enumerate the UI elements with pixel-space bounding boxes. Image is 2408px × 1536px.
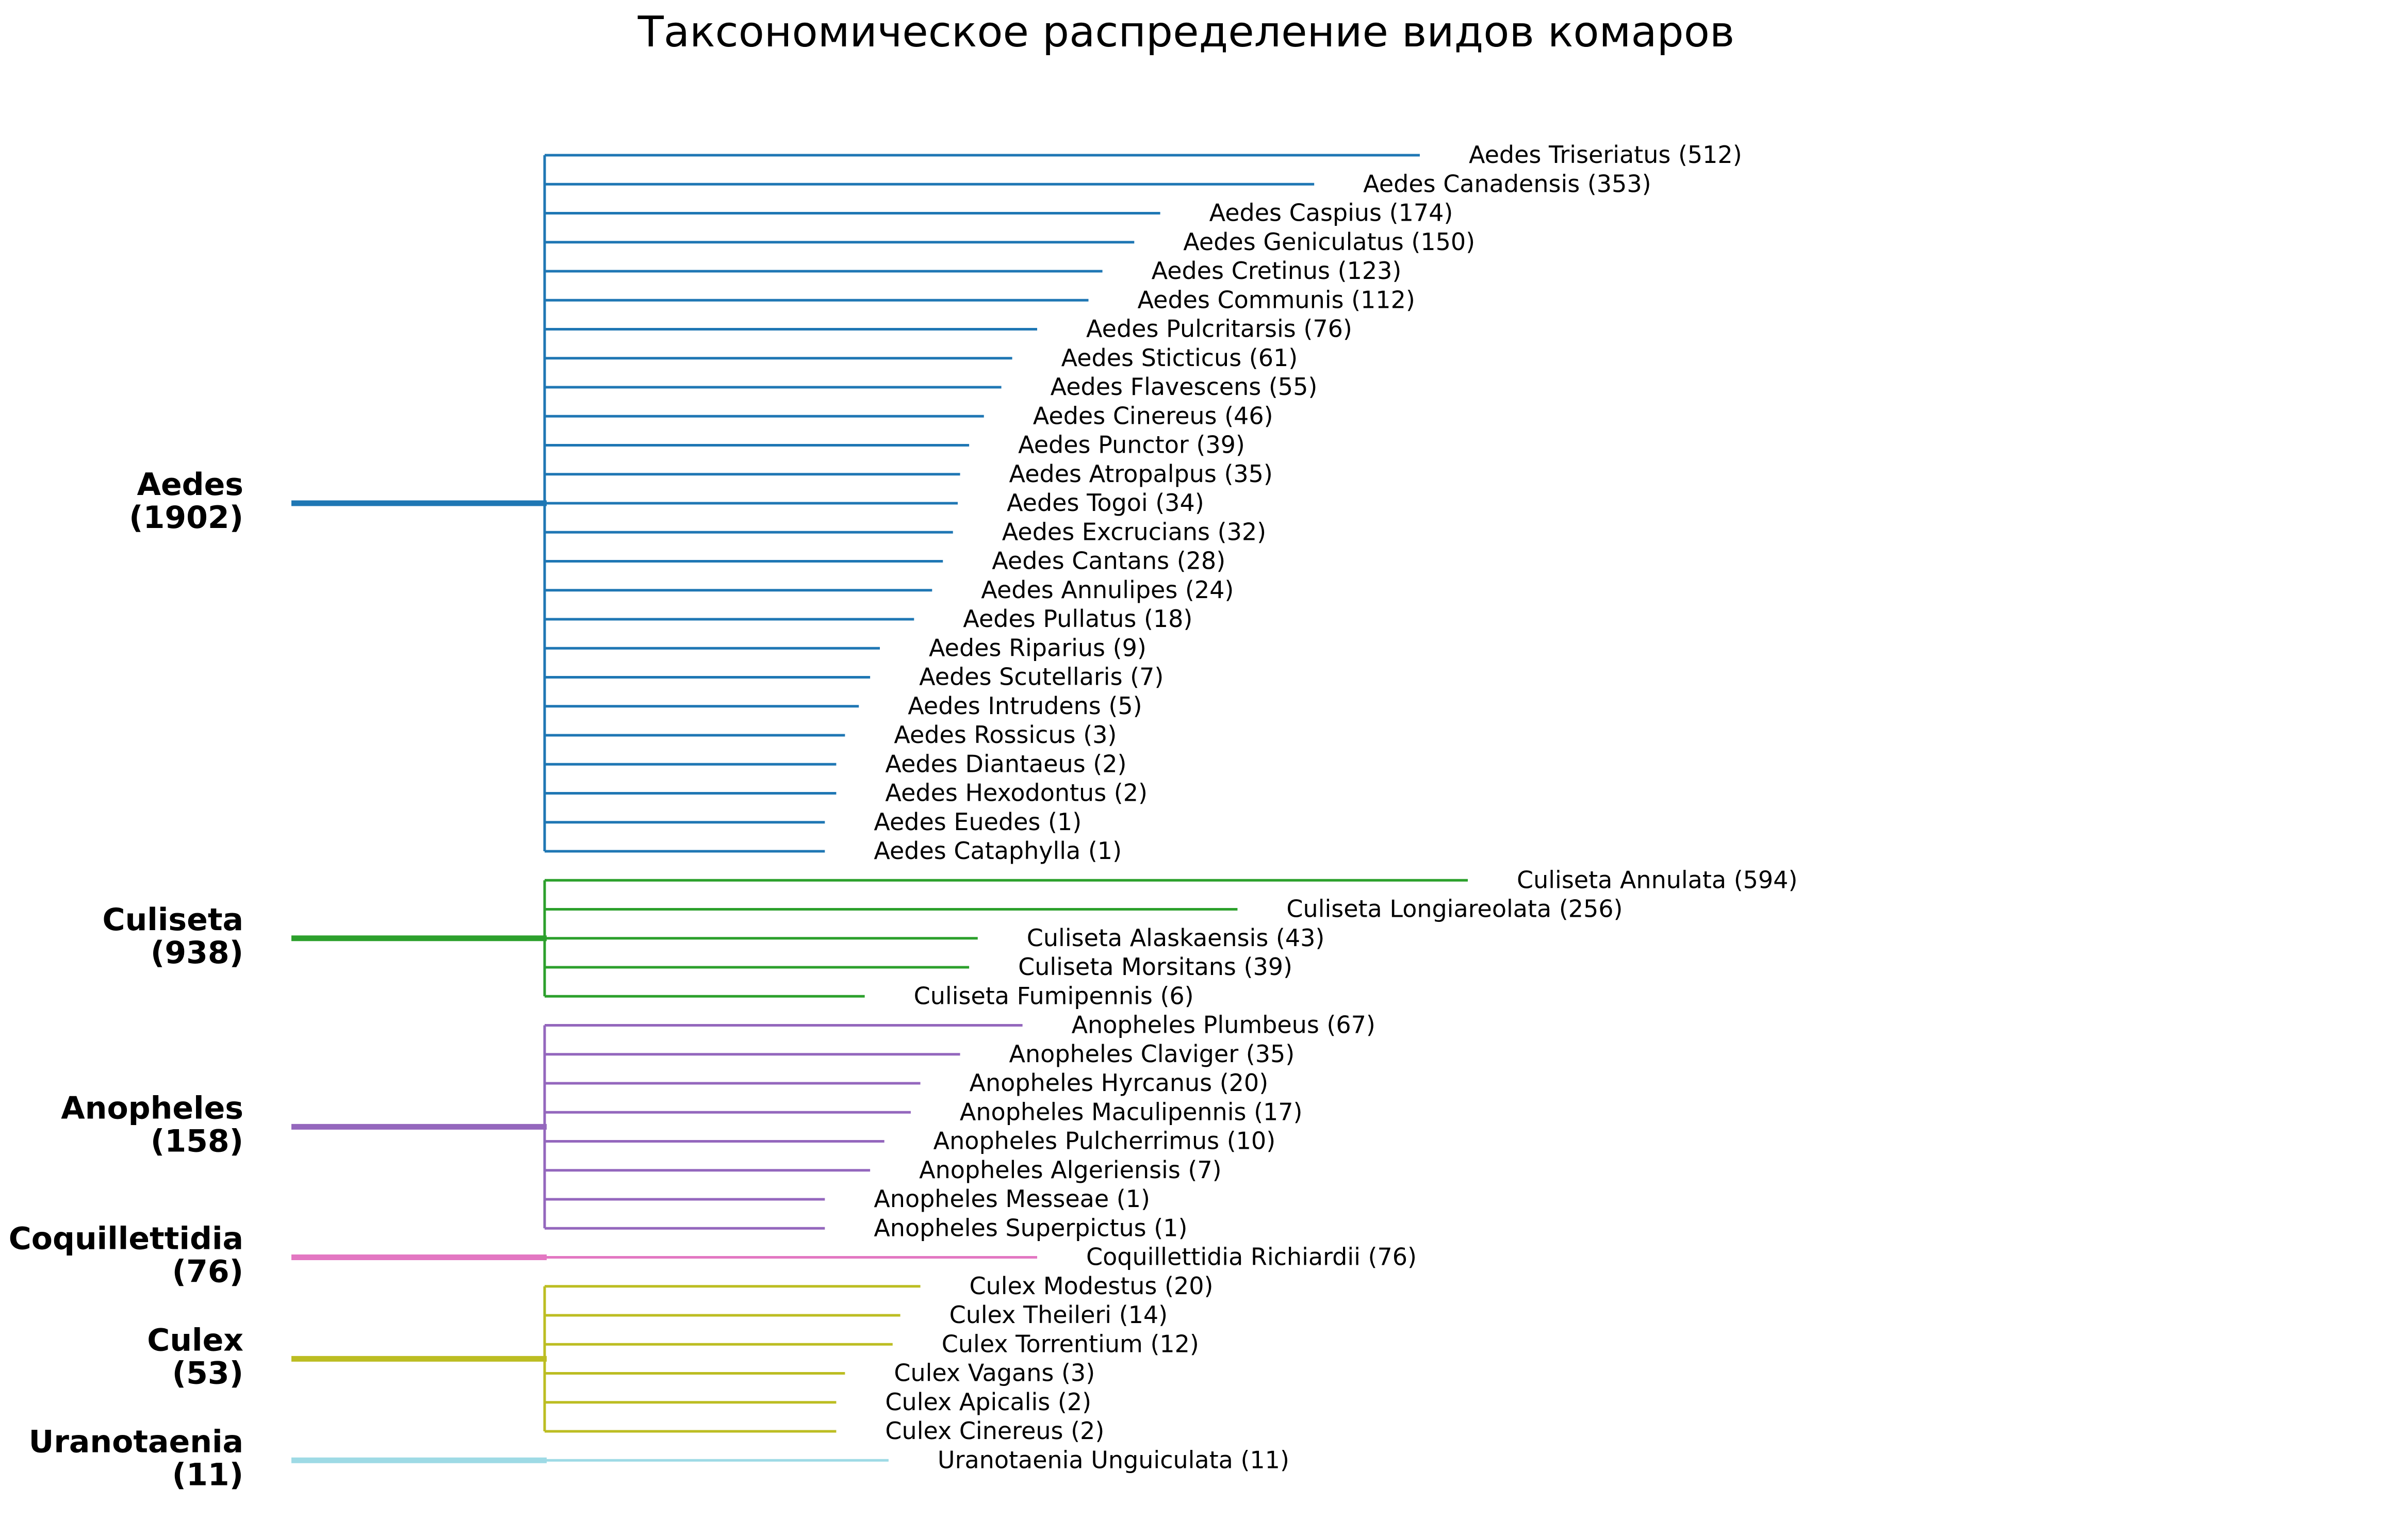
genus-total-label: (938): [151, 935, 243, 971]
species-label: Aedes Sticticus (61): [1061, 344, 1298, 372]
genus-name-label: Uranotaenia: [29, 1424, 243, 1460]
species-label: Uranotaenia Unguiculata (11): [938, 1446, 1289, 1474]
species-label: Culiseta Alaskaensis (43): [1027, 924, 1325, 952]
tree-group: Aedes(1902)Aedes Triseriatus (512)Aedes …: [9, 141, 1798, 1493]
species-label: Aedes Togoi (34): [1007, 489, 1204, 517]
species-label: Culex Apicalis (2): [885, 1388, 1091, 1416]
species-label: Anopheles Superpictus (1): [874, 1214, 1187, 1242]
species-label: Aedes Canadensis (353): [1363, 170, 1651, 197]
species-label: Anopheles Algeriensis (7): [919, 1156, 1221, 1184]
genus-total-label: (1902): [129, 500, 243, 536]
genus-name-label: Culiseta: [103, 902, 243, 938]
species-label: Anopheles Pulcherrimus (10): [933, 1127, 1275, 1155]
species-label: Aedes Rossicus (3): [894, 721, 1117, 749]
species-label: Culiseta Annulata (594): [1517, 866, 1797, 894]
species-label: Aedes Scutellaris (7): [919, 663, 1164, 691]
species-label: Aedes Flavescens (55): [1051, 373, 1318, 401]
species-label: Aedes Cataphylla (1): [874, 837, 1122, 865]
species-label: Coquillettidia Richiardii (76): [1086, 1243, 1417, 1271]
species-label: Aedes Atropalpus (35): [1009, 460, 1273, 488]
species-label: Culiseta Morsitans (39): [1018, 953, 1292, 981]
species-label: Anopheles Hyrcanus (20): [970, 1069, 1269, 1097]
species-label: Aedes Annulipes (24): [981, 576, 1234, 604]
species-label: Aedes Hexodontus (2): [885, 779, 1148, 807]
species-label: Culex Theileri (14): [949, 1301, 1168, 1329]
species-label: Anopheles Maculipennis (17): [960, 1098, 1303, 1126]
chart-title: Таксономическое распределение видов кома…: [637, 8, 1734, 57]
genus-total-label: (11): [172, 1457, 243, 1493]
species-label: Culex Cinereus (2): [885, 1417, 1104, 1445]
species-label: Anopheles Messeae (1): [874, 1185, 1150, 1213]
species-label: Aedes Triseriatus (512): [1469, 141, 1742, 169]
species-label: Culex Vagans (3): [894, 1359, 1095, 1387]
species-label: Aedes Geniculatus (150): [1183, 228, 1475, 256]
genus-name-label: Anopheles: [61, 1090, 243, 1126]
species-label: Aedes Diantaeus (2): [885, 750, 1126, 778]
species-label: Culiseta Longiareolata (256): [1286, 895, 1623, 923]
species-label: Anopheles Plumbeus (67): [1072, 1011, 1375, 1039]
genus-name-label: Culex: [147, 1322, 243, 1358]
species-label: Culex Torrentium (12): [942, 1330, 1199, 1358]
species-label: Culex Modestus (20): [970, 1272, 1214, 1300]
species-label: Aedes Cretinus (123): [1152, 257, 1402, 285]
genus-total-label: (53): [172, 1355, 243, 1391]
species-label: Aedes Cinereus (46): [1033, 402, 1273, 430]
species-label: Aedes Intrudens (5): [908, 692, 1142, 720]
species-label: Aedes Pullatus (18): [963, 605, 1192, 633]
species-label: Aedes Pulcritarsis (76): [1086, 315, 1352, 343]
species-label: Aedes Punctor (39): [1018, 431, 1245, 459]
species-label: Culiseta Fumipennis (6): [914, 982, 1194, 1010]
species-label: Aedes Excrucians (32): [1002, 518, 1266, 546]
genus-name-label: Aedes: [137, 467, 243, 503]
genus-name-label: Coquillettidia: [9, 1221, 243, 1257]
species-label: Aedes Riparius (9): [929, 634, 1146, 662]
genus-total-label: (158): [151, 1123, 243, 1159]
species-label: Aedes Communis (112): [1137, 286, 1415, 313]
species-label: Aedes Caspius (174): [1209, 199, 1453, 227]
species-label: Anopheles Claviger (35): [1009, 1040, 1295, 1068]
species-label: Aedes Cantans (28): [992, 547, 1225, 575]
species-label: Aedes Euedes (1): [874, 808, 1082, 836]
genus-total-label: (76): [172, 1254, 243, 1290]
